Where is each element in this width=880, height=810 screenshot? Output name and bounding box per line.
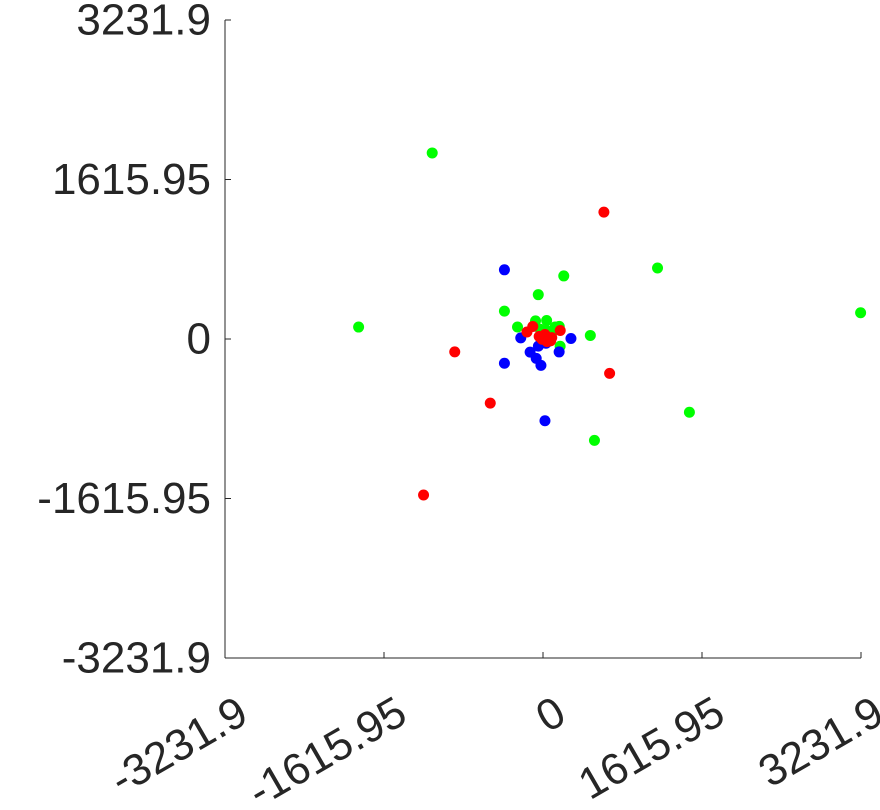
data-point: [449, 346, 461, 358]
data-point: [598, 206, 610, 218]
data-point: [558, 270, 570, 282]
data-point: [652, 262, 664, 274]
y-tick-label: -3231.9: [62, 634, 211, 683]
data-point: [541, 315, 553, 327]
data-point: [855, 307, 867, 319]
data-point: [604, 367, 616, 379]
data-point: [512, 321, 524, 333]
data-point: [418, 489, 430, 501]
x-tick-label: 1615.95: [570, 687, 732, 809]
x-tick-label: -1615.95: [240, 687, 415, 810]
x-tick-label: -3231.9: [102, 687, 256, 804]
data-point: [539, 415, 551, 427]
data-point: [498, 357, 510, 369]
y-tick-label: -1615.95: [37, 474, 211, 523]
data-point: [536, 333, 548, 345]
data-point: [588, 434, 600, 446]
data-point: [484, 397, 496, 409]
data-point: [553, 346, 565, 358]
data-point: [584, 329, 596, 341]
data-point: [426, 147, 438, 159]
x-tick-label: 0: [528, 687, 574, 742]
data-point: [527, 320, 539, 332]
y-tick-label: 1615.95: [52, 155, 211, 204]
y-tick-label: 0: [187, 315, 211, 364]
data-points: [353, 147, 867, 501]
data-point: [353, 321, 365, 333]
data-point: [532, 289, 544, 301]
data-point: [498, 264, 510, 276]
y-tick-label: 3231.9: [76, 0, 211, 45]
data-point: [545, 335, 557, 347]
data-point: [683, 406, 695, 418]
x-tick-label: 3231.9: [751, 687, 880, 797]
data-point: [554, 325, 566, 337]
data-point: [565, 333, 577, 345]
ticks: -3231.9-1615.9501615.953231.9-3231.9-161…: [37, 0, 880, 810]
data-point: [498, 305, 510, 317]
data-point: [535, 359, 547, 371]
